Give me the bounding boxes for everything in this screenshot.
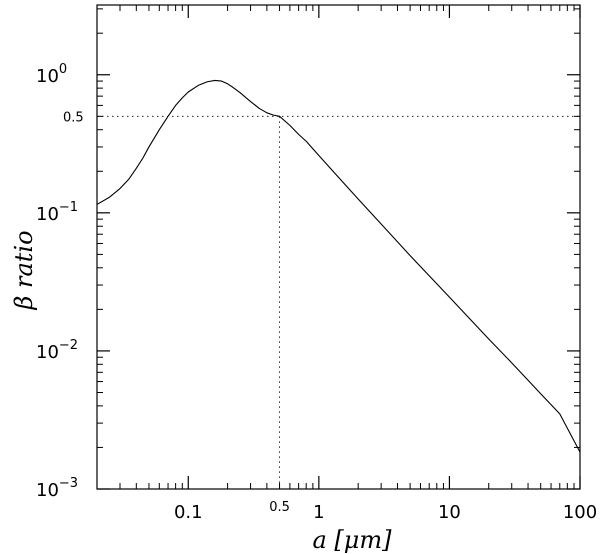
y-axis-label: β ratio: [10, 230, 38, 310]
y-tick-label: 10−2: [36, 338, 78, 363]
x-tick-label: 1: [313, 502, 324, 523]
y-tick-label: 10−1: [36, 200, 78, 225]
x-tick-label: 10: [438, 502, 461, 523]
reference-lines: [97, 115, 580, 489]
plot-frame: [96, 4, 581, 490]
x-tick-label: 100: [563, 502, 597, 523]
y-tick-exponent: −2: [59, 338, 78, 353]
series-layer: [96, 79, 581, 453]
y-tick-exponent: −3: [59, 476, 78, 491]
x-tick-label-extra: 0.5: [269, 500, 290, 515]
y-tick-label-extra: 0.5: [63, 110, 84, 125]
x-axis-label: a [μm]: [312, 526, 392, 554]
minor-ticks: [96, 5, 580, 489]
y-tick-exponent: 0: [59, 62, 67, 77]
y-tick-label: 10−3: [36, 476, 78, 501]
y-tick-label: 100: [36, 62, 67, 87]
major-ticks: [97, 5, 581, 490]
y-tick-exponent: −1: [59, 200, 78, 215]
tick-labels: 0.1 1 10 100 0.5 100 10−1 10−2 10−3 0.5: [36, 62, 597, 523]
series-line: [96, 79, 581, 453]
x-tick-label: 0.1: [174, 502, 203, 523]
